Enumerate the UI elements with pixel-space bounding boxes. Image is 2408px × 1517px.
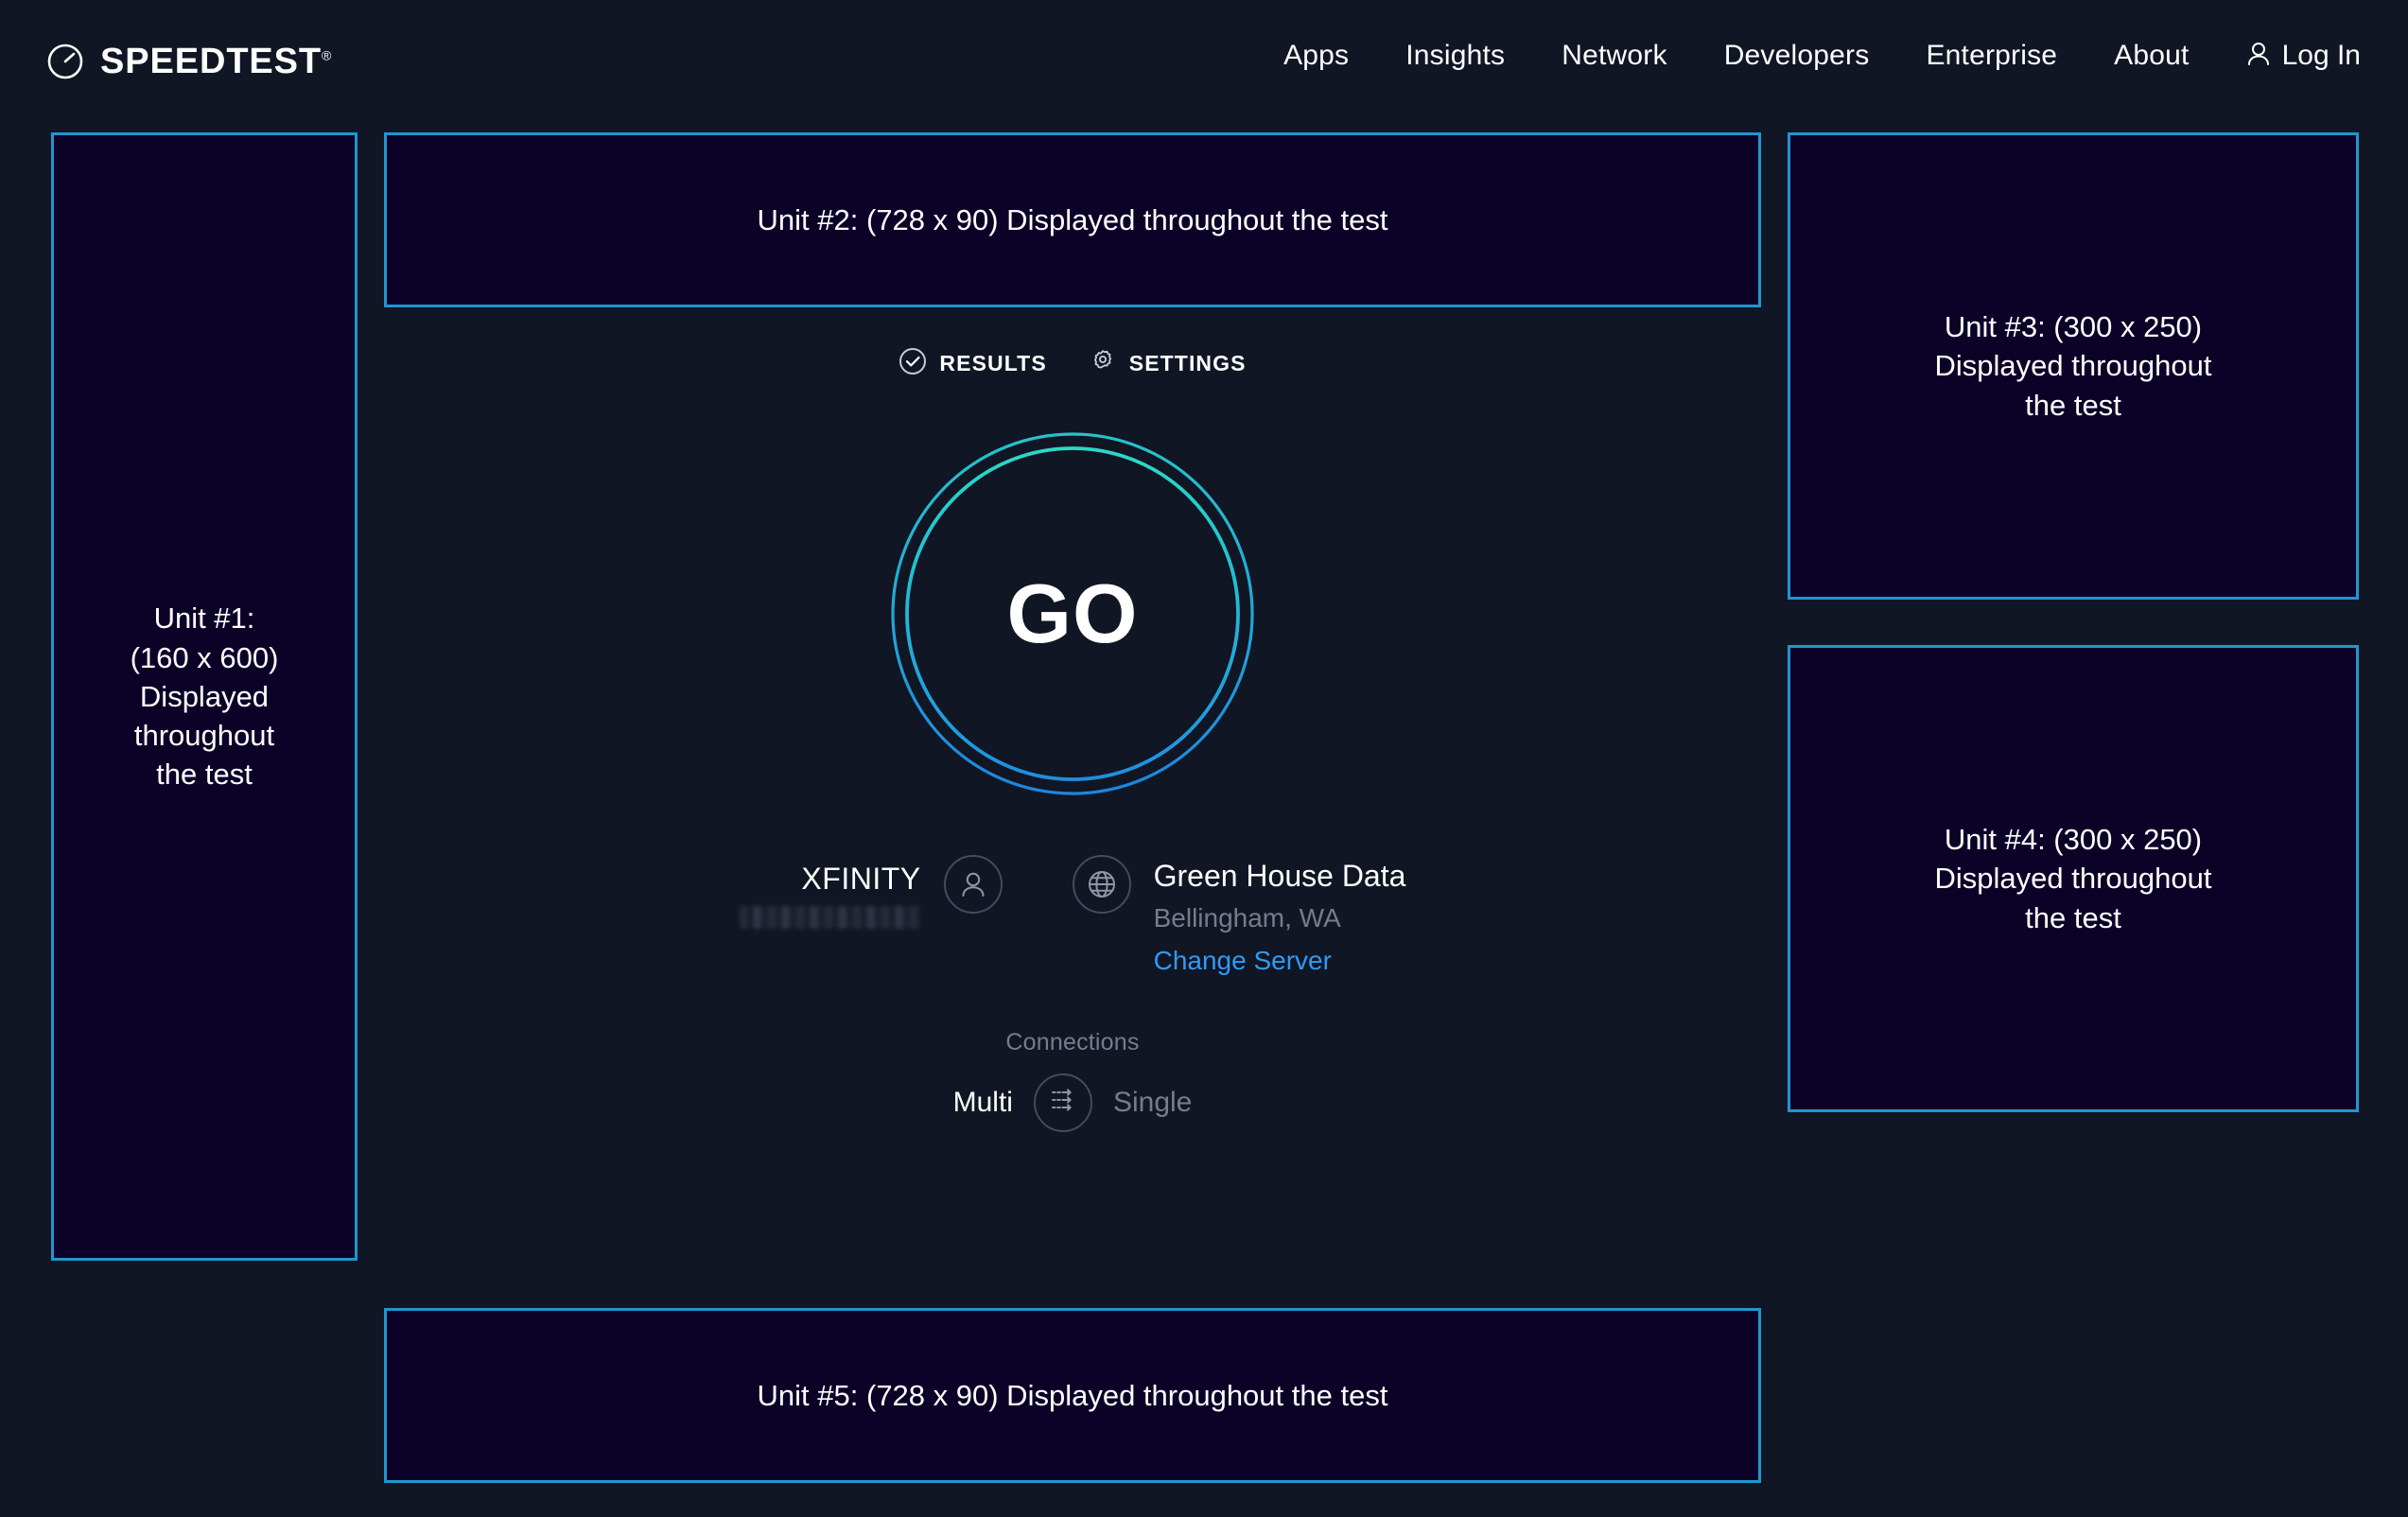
connections-option-multi[interactable]: Multi: [952, 1086, 1013, 1118]
server-block[interactable]: Green House Data Bellingham, WA Change S…: [1072, 855, 1406, 976]
trademark-symbol: ®: [322, 47, 332, 63]
connections-option-single[interactable]: Single: [1112, 1086, 1193, 1118]
go-button[interactable]: GO: [888, 429, 1257, 798]
nav-item-network[interactable]: Network: [1562, 40, 1667, 71]
server-text: Green House Data Bellingham, WA Change S…: [1154, 855, 1406, 976]
server-location: Bellingham, WA: [1153, 903, 1341, 933]
isp-block[interactable]: XFINITY: [739, 855, 1003, 930]
isp-ip-address-redacted: [739, 906, 921, 930]
arrows-multi-icon: [1047, 1086, 1079, 1119]
nav-item-about[interactable]: About: [2114, 40, 2190, 71]
tab-settings[interactable]: SETTINGS: [1089, 347, 1247, 380]
connections-section: Connections Multi Single: [384, 1029, 1761, 1132]
main-navigation: Apps Insights Network Developers Enterpr…: [1255, 40, 2370, 72]
login-label: Log In: [2281, 40, 2361, 71]
connections-label: Connections: [1005, 1028, 1140, 1055]
isp-user-icon: [943, 855, 1003, 914]
server-name: Green House Data: [1153, 859, 1406, 893]
logo-text: SPEEDTEST®: [100, 42, 332, 81]
speedometer-icon: [45, 42, 85, 81]
ad-unit-4[interactable]: Unit #4: (300 x 250) Displayed throughou…: [1788, 645, 2359, 1112]
server-globe-icon: [1072, 855, 1131, 914]
connections-toggle-button[interactable]: [1033, 1072, 1092, 1132]
site-header: SPEEDTEST® Apps Insights Network Develop…: [0, 0, 2408, 128]
check-circle-icon: [899, 347, 927, 380]
go-button-container: GO: [384, 429, 1761, 798]
ad-unit-5[interactable]: Unit #5: (728 x 90) Displayed throughout…: [384, 1308, 1761, 1483]
isp-text: XFINITY: [739, 855, 921, 930]
nav-item-enterprise[interactable]: Enterprise: [1926, 40, 2058, 71]
speedtest-logo[interactable]: SPEEDTEST®: [45, 42, 331, 81]
go-button-label: GO: [1006, 567, 1139, 660]
tab-results[interactable]: RESULTS: [899, 347, 1046, 380]
ad-unit-2[interactable]: Unit #2: (728 x 90) Displayed throughout…: [384, 132, 1761, 307]
nav-item-developers[interactable]: Developers: [1723, 40, 1870, 71]
connections-toggle: Multi Single: [952, 1072, 1193, 1132]
tab-settings-label: SETTINGS: [1128, 351, 1247, 375]
panel-tabs: RESULTS SETTINGS: [384, 347, 1761, 380]
tab-results-label: RESULTS: [939, 351, 1047, 375]
nav-item-apps[interactable]: Apps: [1283, 40, 1350, 71]
isp-server-row: XFINITY Green House Data Bellin: [384, 855, 1761, 976]
user-icon: [2246, 41, 2271, 72]
change-server-link[interactable]: Change Server: [1153, 945, 1332, 975]
ad-unit-1[interactable]: Unit #1: (160 x 600) Displayed throughou…: [51, 132, 358, 1261]
login-button[interactable]: Log In: [2218, 40, 2370, 72]
isp-name: XFINITY: [801, 862, 921, 896]
go-button-rings: [891, 432, 1254, 795]
gear-icon: [1089, 347, 1117, 380]
speedtest-main-panel: RESULTS SETTINGS: [384, 307, 1761, 1132]
nav-item-insights[interactable]: Insights: [1405, 40, 1506, 71]
ad-unit-3[interactable]: Unit #3: (300 x 250) Displayed throughou…: [1788, 132, 2359, 600]
